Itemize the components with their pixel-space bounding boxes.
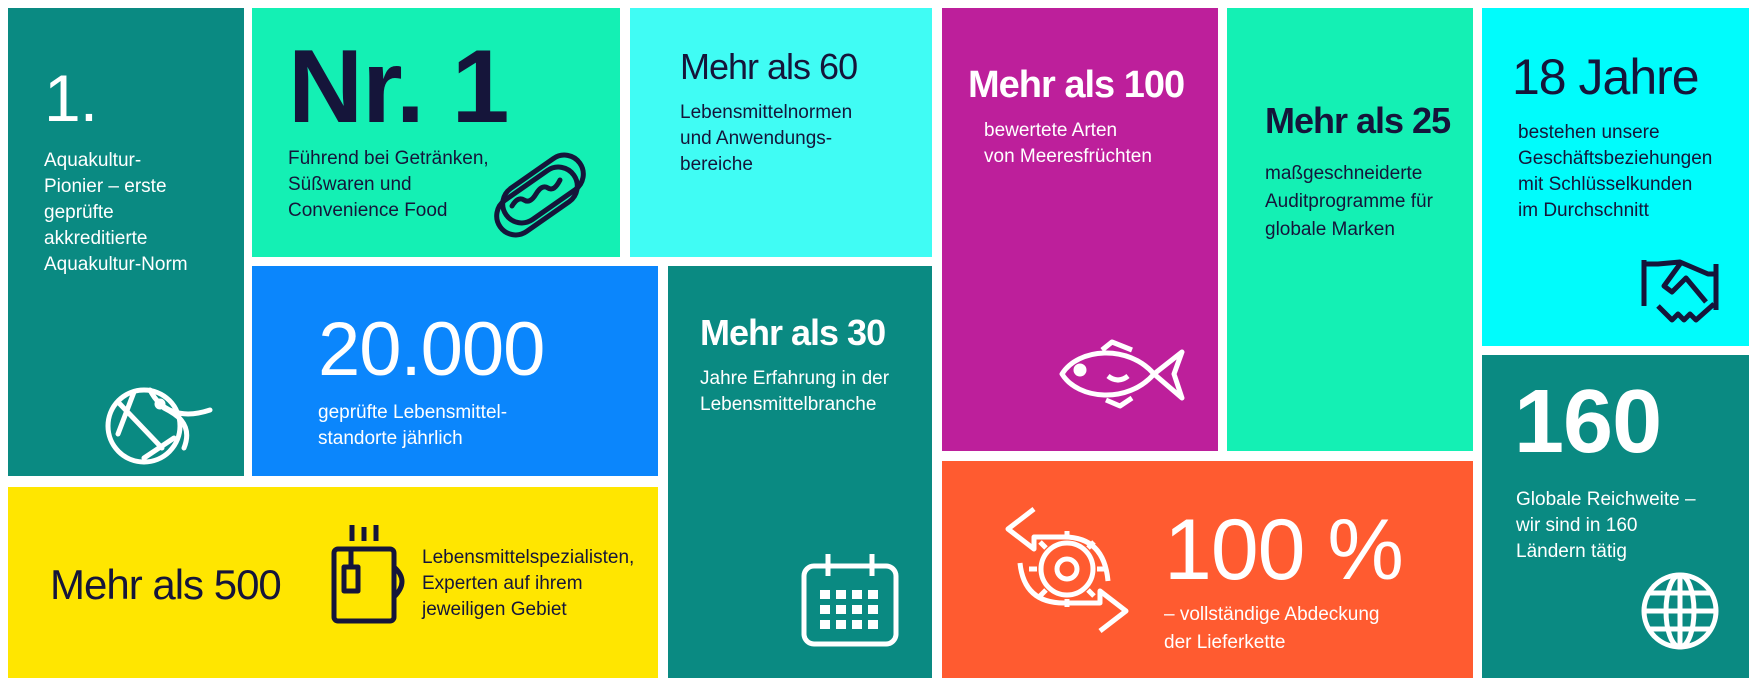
tile-standards: Mehr als 60 Lebensmittelnormen und Anwen… xyxy=(630,8,932,257)
line: Ländern tätig xyxy=(1516,541,1627,562)
line: im Durchschnitt xyxy=(1518,200,1649,221)
line: Aquakultur-Norm xyxy=(44,254,188,275)
tile-experience: Mehr als 30 Jahre Erfahrung in der Leben… xyxy=(668,266,932,678)
fish-icon xyxy=(1059,339,1185,409)
shrimp-icon xyxy=(105,387,213,465)
description: Lebensmittelnormen und Anwendungs- berei… xyxy=(680,100,852,178)
description: Aquakultur- Pionier – erste geprüfte akk… xyxy=(44,148,188,278)
line: bewertete Arten xyxy=(984,120,1118,141)
line: Lebensmittelspezialisten, xyxy=(422,547,635,568)
line: jeweiligen Gebiet xyxy=(422,599,567,620)
line: Auditprogramme für xyxy=(1265,191,1433,212)
headline: 20.000 xyxy=(318,307,545,392)
description: Lebensmittelspezialisten, Experten auf i… xyxy=(422,545,634,623)
line: wir sind in 160 xyxy=(1516,515,1638,536)
line: Lebensmittelnormen xyxy=(680,102,853,123)
headline: 18 Jahre xyxy=(1512,49,1700,105)
line: Convenience Food xyxy=(288,200,448,221)
description: maßgeschneiderte Auditprogramme für glob… xyxy=(1265,160,1433,244)
description: Jahre Erfahrung in der Lebensmittelbranc… xyxy=(700,366,889,418)
globe-icon xyxy=(1641,572,1719,650)
line: Jahre Erfahrung in der xyxy=(700,368,890,389)
headline: 160 xyxy=(1514,372,1662,472)
tile-years: 18 Jahre bestehen unsere Geschäftsbezieh… xyxy=(1482,8,1749,346)
hotdog-icon xyxy=(494,152,586,238)
line: akkreditierte xyxy=(44,228,148,249)
headline: Mehr als 500 xyxy=(50,561,282,608)
tile-specialists: Mehr als 500 Lebensmittelspezialisten, E… xyxy=(8,487,658,678)
line: der Lieferkette xyxy=(1164,632,1286,653)
description: bestehen unsere Geschäftsbeziehungen mit… xyxy=(1518,120,1712,224)
line: Globale Reichweite – xyxy=(1516,489,1696,510)
line: maßgeschneiderte xyxy=(1265,163,1423,184)
headline: 100 % xyxy=(1164,502,1404,598)
tile-supply-chain: 100 % – vollständige Abdeckung der Liefe… xyxy=(942,461,1473,678)
line: und Anwendungs- xyxy=(680,128,833,149)
headline: Mehr als 25 xyxy=(1265,100,1451,141)
description: Führend bei Getränken, Süßwaren und Conv… xyxy=(288,146,489,224)
line: – vollständige Abdeckung xyxy=(1164,604,1380,625)
headline: Mehr als 100 xyxy=(968,64,1185,106)
tile-sites: 20.000 geprüfte Lebensmittel- standorte … xyxy=(252,266,658,476)
line: standorte jährlich xyxy=(318,428,463,449)
tile-aquaculture: 1. Aquakultur- Pionier – erste geprüfte … xyxy=(8,8,244,476)
tile-seafood: Mehr als 100 bewertete Arten von Meeresf… xyxy=(942,8,1218,451)
line: Lebensmittelbranche xyxy=(700,394,877,415)
line: bereiche xyxy=(680,154,753,175)
tile-audit: Mehr als 25 maßgeschneiderte Auditprogra… xyxy=(1227,8,1473,451)
gear-cycle-icon xyxy=(1005,507,1129,633)
tile-number-one: Nr. 1 Führend bei Getränken, Süßwaren un… xyxy=(252,8,620,257)
line: Aquakultur- xyxy=(44,150,142,171)
description: Globale Reichweite – wir sind in 160 Län… xyxy=(1516,487,1696,565)
headline: Mehr als 60 xyxy=(680,46,858,87)
mug-icon xyxy=(331,525,405,624)
line: bestehen unsere xyxy=(1518,122,1660,143)
line: Pionier – erste xyxy=(44,176,167,197)
description: bewertete Arten von Meeresfrüchten xyxy=(984,118,1152,170)
line: Führend bei Getränken, xyxy=(288,148,489,169)
line: Experten auf ihrem xyxy=(422,573,583,594)
line: mit Schlüsselkunden xyxy=(1518,174,1693,195)
calendar-icon xyxy=(801,554,899,647)
headline: Mehr als 30 xyxy=(700,312,886,353)
line: von Meeresfrüchten xyxy=(984,146,1152,167)
line: globale Marken xyxy=(1265,219,1395,240)
description: geprüfte Lebensmittel- standorte jährlic… xyxy=(318,400,507,452)
handshake-icon xyxy=(1641,259,1719,323)
tile-countries: 160 Globale Reichweite – wir sind in 160… xyxy=(1482,355,1749,678)
line: Süßwaren und xyxy=(288,174,412,195)
line: geprüfte xyxy=(44,202,114,223)
description: – vollständige Abdeckung der Lieferkette xyxy=(1164,601,1380,657)
headline: Nr. 1 xyxy=(288,29,509,145)
line: Geschäftsbeziehungen xyxy=(1518,148,1713,169)
line: geprüfte Lebensmittel- xyxy=(318,402,508,423)
headline: 1. xyxy=(44,61,98,135)
